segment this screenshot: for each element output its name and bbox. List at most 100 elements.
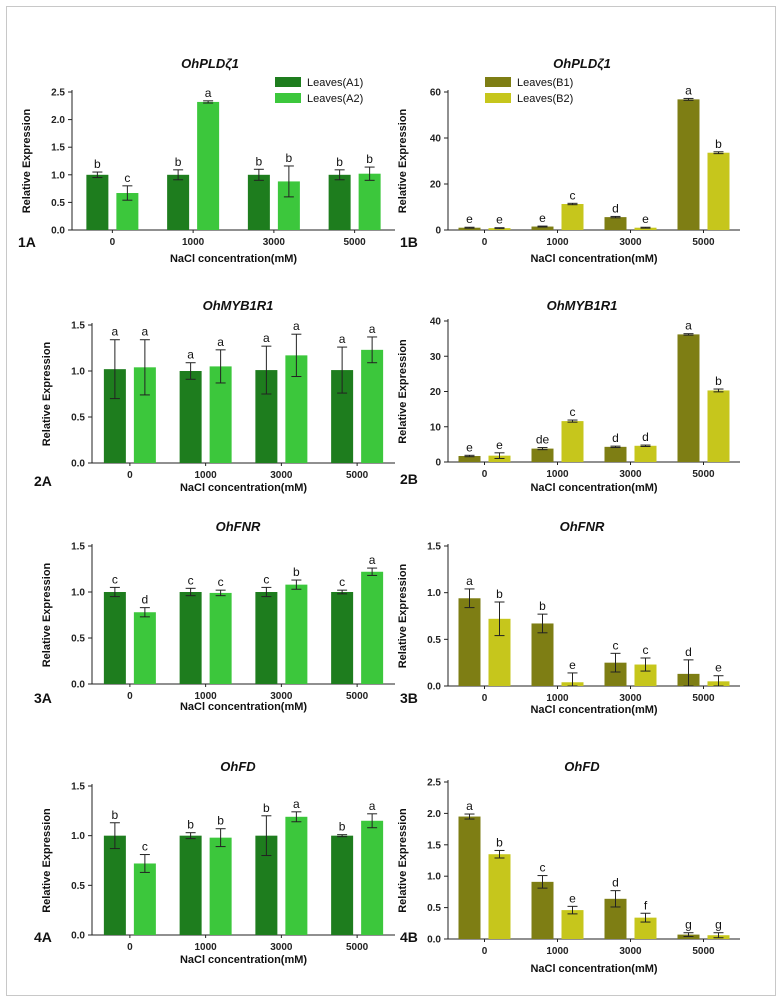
significance-label: a bbox=[112, 325, 119, 339]
x-tick-label: 3000 bbox=[619, 693, 642, 704]
y-tick-label: 0 bbox=[435, 458, 441, 469]
y-tick-label: 40 bbox=[430, 134, 442, 145]
significance-label: b bbox=[256, 154, 263, 168]
significance-label: b bbox=[263, 801, 270, 815]
chart-panel-2B: OhMYB1R1 Relative Expression 0 10 20 30 40 0 e e 1… bbox=[397, 298, 740, 494]
significance-label: b bbox=[496, 587, 503, 601]
significance-label: e bbox=[642, 212, 649, 226]
y-tick-label: 0.5 bbox=[71, 881, 85, 892]
bar-b2 bbox=[561, 421, 584, 462]
bar-b2 bbox=[634, 445, 657, 462]
x-tick-label: 1000 bbox=[546, 693, 569, 704]
bar-b2 bbox=[634, 664, 657, 686]
significance-label: a bbox=[369, 553, 376, 567]
significance-label: d bbox=[612, 431, 619, 445]
significance-label: b bbox=[112, 808, 119, 822]
significance-label: c bbox=[643, 643, 649, 657]
bar-b2 bbox=[634, 917, 657, 939]
x-tick-label: 1000 bbox=[546, 237, 569, 248]
x-tick-label: 0 bbox=[482, 237, 488, 248]
bar-a2 bbox=[133, 367, 156, 463]
x-tick-label: 5000 bbox=[692, 946, 715, 957]
chart-title: OhFD bbox=[220, 759, 256, 774]
bar-a2 bbox=[285, 816, 308, 935]
y-tick-label: 1.0 bbox=[51, 170, 65, 181]
bar-b1 bbox=[458, 816, 481, 939]
significance-label: a bbox=[339, 332, 346, 346]
bar-a1 bbox=[103, 835, 126, 935]
x-tick-label: 1000 bbox=[546, 469, 569, 480]
chart-title: OhFD bbox=[564, 759, 600, 774]
bar-b1 bbox=[677, 334, 700, 462]
y-tick-label: 2.5 bbox=[427, 778, 441, 789]
chart-panel-3A: OhFNR Relative Expression 0.0 0.5 1.0 1.5 0 c d 1… bbox=[34, 519, 395, 713]
significance-label: b bbox=[539, 599, 546, 613]
y-tick-label: 2.0 bbox=[51, 115, 65, 126]
significance-label: g bbox=[715, 918, 722, 932]
chart-panel-2A: OhMYB1R1 Relative Expression 0.0 0.5 1.0 1.5 0… bbox=[34, 298, 395, 494]
y-tick-label: 30 bbox=[430, 352, 442, 363]
y-tick-label: 1.0 bbox=[71, 588, 85, 599]
bar-a1 bbox=[247, 174, 270, 230]
y-tick-label: 20 bbox=[430, 387, 442, 398]
x-tick-label: 0 bbox=[482, 946, 488, 957]
x-tick-label: 3000 bbox=[270, 691, 293, 702]
significance-label: b bbox=[715, 137, 722, 151]
significance-label: a bbox=[466, 799, 473, 813]
bar-b1 bbox=[531, 881, 554, 939]
significance-label: c bbox=[339, 575, 345, 589]
significance-label: b bbox=[217, 814, 224, 828]
bar-a2 bbox=[209, 366, 232, 463]
significance-label: e bbox=[466, 440, 473, 454]
x-axis-label: NaCl concentration(mM) bbox=[180, 954, 307, 966]
bar-a2 bbox=[209, 837, 232, 935]
bar-a1 bbox=[331, 592, 354, 684]
bar-a1 bbox=[179, 592, 202, 684]
y-tick-label: 2.5 bbox=[51, 88, 65, 99]
bar-a2 bbox=[116, 193, 139, 230]
y-tick-label: 0.5 bbox=[71, 634, 85, 645]
x-tick-label: 3000 bbox=[263, 237, 286, 248]
bar-a1 bbox=[255, 370, 278, 463]
x-axis-label: NaCl concentration(mM) bbox=[180, 482, 307, 494]
x-tick-label: 5000 bbox=[344, 237, 367, 248]
x-tick-label: 5000 bbox=[692, 469, 715, 480]
significance-label: c bbox=[263, 572, 269, 586]
x-tick-label: 3000 bbox=[619, 237, 642, 248]
significance-label: c bbox=[124, 171, 130, 185]
bar-b1 bbox=[531, 623, 554, 686]
bar-b2 bbox=[634, 227, 657, 230]
significance-label: e bbox=[715, 661, 722, 675]
x-tick-label: 0 bbox=[110, 237, 116, 248]
significance-label: b bbox=[366, 152, 373, 166]
significance-label: c bbox=[570, 405, 576, 419]
x-tick-label: 3000 bbox=[619, 469, 642, 480]
significance-label: e bbox=[539, 211, 546, 225]
x-axis-label: NaCl concentration(mM) bbox=[530, 963, 657, 975]
significance-label: d bbox=[642, 430, 649, 444]
y-tick-label: 0.0 bbox=[427, 682, 441, 693]
bar-a1 bbox=[179, 371, 202, 463]
significance-label: e bbox=[496, 213, 503, 227]
y-tick-label: 40 bbox=[430, 317, 442, 328]
chart-panel-1A: OhPLDζ1 Relative Expression 0.0 0.5 1.0 1.5 2.… bbox=[18, 56, 395, 265]
significance-label: b bbox=[336, 155, 343, 169]
significance-label: b bbox=[286, 151, 293, 165]
panel-label-4B: 4B bbox=[400, 929, 418, 945]
bar-a2 bbox=[361, 349, 384, 463]
legend-swatch-b1 bbox=[485, 77, 511, 87]
bar-a1 bbox=[86, 174, 109, 230]
x-tick-label: 5000 bbox=[346, 470, 369, 481]
significance-label: c bbox=[142, 840, 148, 854]
bar-b1 bbox=[531, 226, 554, 230]
panel-label-4A: 4A bbox=[34, 929, 52, 945]
y-tick-label: 0.0 bbox=[71, 680, 85, 691]
y-tick-label: 1.0 bbox=[71, 367, 85, 378]
x-tick-label: 3000 bbox=[619, 946, 642, 957]
y-tick-label: 60 bbox=[430, 88, 442, 99]
bar-a1 bbox=[255, 592, 278, 684]
bar-a2 bbox=[133, 863, 156, 935]
y-tick-label: 1.5 bbox=[51, 143, 65, 154]
significance-label: d bbox=[142, 593, 149, 607]
